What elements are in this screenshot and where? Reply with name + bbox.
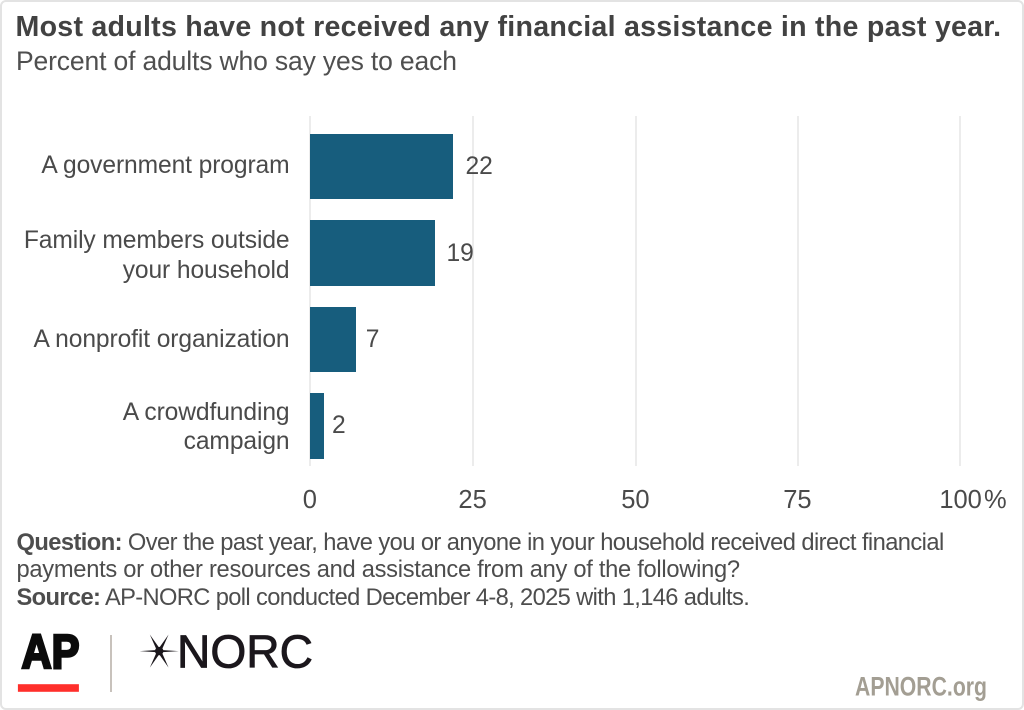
- svg-text:AP: AP: [22, 626, 80, 679]
- svg-text:NORC: NORC: [177, 626, 313, 678]
- svg-text:APNORC.org: APNORC.org: [855, 672, 987, 702]
